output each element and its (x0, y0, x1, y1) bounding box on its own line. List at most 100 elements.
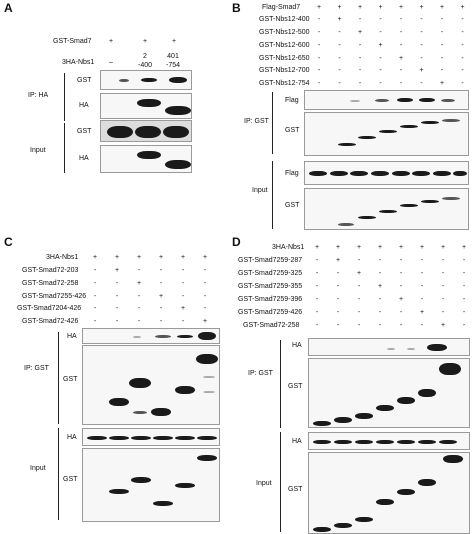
lane-mark: - (461, 42, 464, 49)
lane-mark: - (203, 267, 207, 274)
lane-mark: - (461, 16, 464, 23)
lane-mark: - (137, 267, 141, 274)
lane-mark: - (159, 280, 163, 287)
lane-mark: - (315, 309, 319, 316)
lane-mark: 401 -754 (166, 53, 181, 70)
panel-b-letter: B (232, 1, 241, 15)
bracket (64, 123, 65, 173)
row-label: GST-Smad7259-355 (238, 283, 303, 290)
lane-mark: + (419, 309, 425, 316)
blot-label: HA (292, 438, 302, 445)
lane-mark: + (114, 254, 120, 261)
lane-mark: + (419, 67, 424, 74)
bracket (58, 332, 59, 424)
lane-mark: + (202, 318, 208, 325)
lane-mark: - (338, 29, 341, 36)
lane-mark: + (398, 296, 404, 303)
lane-mark: + (180, 305, 186, 312)
lane-mark: - (440, 67, 444, 74)
lane-mark: - (378, 322, 382, 329)
row-label: 3HA-Nbs1 (46, 254, 79, 261)
input-label: Input (252, 187, 268, 194)
lane-mark: + (356, 244, 362, 251)
row-label: GST-Smad72-426 (22, 318, 79, 325)
lane-mark: + (378, 42, 383, 49)
blot-label: Flag (285, 170, 299, 177)
lane-mark: + (337, 4, 342, 11)
row-label: GST-Smad72-258 (22, 280, 79, 287)
lane-mark: - (399, 67, 403, 74)
bracket (58, 428, 59, 520)
lane-mark: - (399, 16, 403, 23)
panel-c-letter: C (4, 235, 13, 249)
blot-input-ha (100, 145, 192, 173)
lane-mark: - (336, 296, 340, 303)
lane-mark: - (441, 257, 445, 264)
lane-mark: + (337, 16, 342, 23)
lane-mark: - (399, 29, 403, 36)
lane-mark: – (109, 59, 113, 66)
blot-label: HA (79, 155, 89, 162)
blot-input-gst (100, 120, 192, 142)
lane-mark: - (93, 267, 97, 274)
blot-label: HA (292, 342, 302, 349)
lane-mark: - (378, 309, 382, 316)
lane-mark: - (317, 16, 321, 23)
lane-mark: + (419, 4, 424, 11)
bracket (272, 161, 273, 229)
row-label: GST-Nbs12-400 (259, 16, 310, 23)
lane-mark: - (420, 29, 423, 36)
lane-mark: - (441, 296, 445, 303)
lane-mark: - (115, 318, 119, 325)
lane-mark: - (420, 322, 424, 329)
lane-mark: - (441, 309, 445, 316)
input-label: Input (30, 147, 46, 154)
lane-mark: - (181, 280, 185, 287)
lane-mark: + (357, 29, 363, 36)
lane-mark: + (357, 4, 363, 11)
lane-mark: + (171, 38, 177, 45)
lane-mark: - (461, 80, 464, 87)
lane-mark: - (399, 322, 403, 329)
lane-mark: - (315, 283, 319, 290)
lane-mark: - (462, 257, 466, 264)
lane-mark: - (399, 257, 403, 264)
lane-mark: - (357, 283, 361, 290)
lane-mark: + (377, 244, 383, 251)
lane-mark: - (315, 257, 319, 264)
lane-mark: - (358, 67, 362, 74)
lane-mark: - (181, 318, 185, 325)
lane-mark: - (399, 309, 403, 316)
lane-mark: - (399, 80, 403, 87)
blot-ip-ha (100, 93, 192, 119)
input-label: Input (256, 480, 272, 487)
lane-mark: + (335, 257, 341, 264)
lane-mark: + (377, 283, 383, 290)
lane-mark: + (356, 270, 362, 277)
lane-mark: - (115, 280, 119, 287)
lane-mark: - (441, 270, 445, 277)
row-label: GST-Nbs12-754 (259, 80, 310, 87)
lane-mark: - (336, 322, 340, 329)
lane-mark: - (461, 67, 464, 74)
lane-mark: - (420, 16, 423, 23)
ip-label: IP: GST (244, 118, 269, 125)
row-label: 3HA-Nbs1 (62, 59, 95, 66)
lane-mark: - (420, 257, 424, 264)
lane-mark: - (93, 305, 97, 312)
lane-mark: - (378, 270, 382, 277)
lane-mark: - (203, 293, 207, 300)
lane-mark: - (159, 305, 163, 312)
lane-mark: - (379, 67, 382, 74)
lane-mark: + (92, 254, 98, 261)
lane-mark: - (181, 267, 185, 274)
blot-label: Flag (285, 97, 299, 104)
blot-ip-ha (82, 328, 220, 344)
lane-mark: + (108, 38, 114, 45)
lane-mark: - (462, 283, 466, 290)
blot-input-ha (82, 428, 220, 446)
row-label: GST-Smad7259-325 (238, 270, 303, 277)
lane-mark: - (461, 29, 464, 36)
lane-mark: + (440, 322, 446, 329)
lane-mark: - (137, 305, 141, 312)
